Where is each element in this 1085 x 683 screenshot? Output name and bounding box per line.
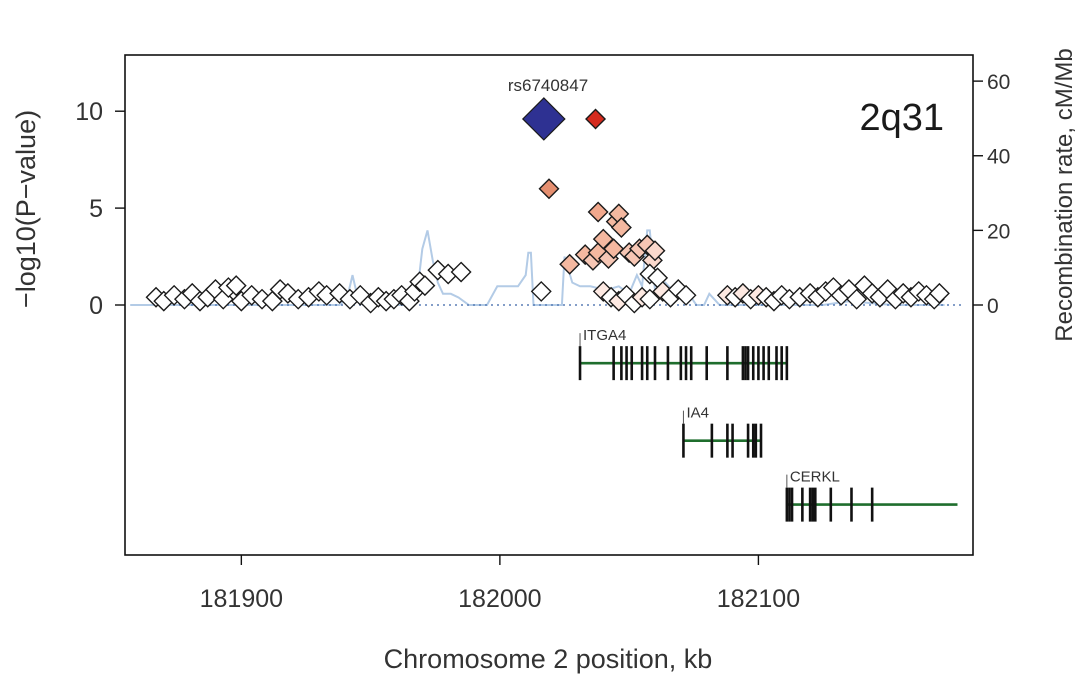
snp-point	[538, 178, 560, 200]
region-label: 2q31	[859, 97, 944, 139]
y-tick-label-right: 20	[987, 220, 1010, 243]
gene-label: ITGA4	[583, 327, 626, 344]
gene-ia4: IA4	[682, 405, 763, 458]
snp-point	[592, 228, 614, 250]
top-snp-point	[521, 97, 566, 141]
y-tick-label-left: 5	[89, 195, 103, 223]
x-axis-title: Chromosome 2 position, kb	[384, 644, 713, 674]
snp-point	[846, 288, 868, 310]
snp-point	[639, 288, 661, 310]
gene-itga4: ITGA4	[578, 327, 789, 381]
snp-point	[928, 282, 950, 304]
y-tick-label-left: 10	[75, 98, 103, 126]
y-axis-title-left: −log10(P−value)	[11, 110, 41, 308]
top-snp-label: rs6740847	[508, 76, 588, 95]
snp-points	[145, 97, 950, 314]
y-tick-label-left: 0	[89, 292, 103, 320]
snp-point	[587, 201, 609, 223]
snp-point	[603, 238, 625, 260]
snp-point	[559, 253, 581, 275]
gene-label: CERKL	[790, 469, 840, 486]
snp-point	[675, 284, 697, 306]
gene-track: ITGA4 IA4 CERKL	[578, 327, 958, 522]
snp-point	[450, 261, 472, 283]
snp-point	[414, 275, 436, 297]
axes-layer: 0 5 10 0 20 40 60 181900 182000 182100	[75, 54, 1010, 613]
gene-label: IA4	[686, 405, 709, 422]
gene-cerkl: CERKL	[785, 469, 958, 522]
snp-point	[610, 216, 632, 238]
x-tick-label: 182000	[458, 585, 541, 613]
y-tick-label-right: 60	[987, 71, 1010, 94]
x-tick-label: 182100	[717, 585, 800, 613]
x-tick-label: 181900	[200, 585, 283, 613]
snp-point	[644, 240, 666, 262]
snp-point	[225, 275, 247, 297]
y-axis-title-right: Recombination rate, cM/Mb	[1051, 48, 1078, 341]
snp-point	[585, 108, 607, 130]
y-tick-label-right: 40	[987, 146, 1010, 169]
y-tick-label-right: 0	[987, 295, 999, 318]
snp-point	[530, 280, 552, 302]
